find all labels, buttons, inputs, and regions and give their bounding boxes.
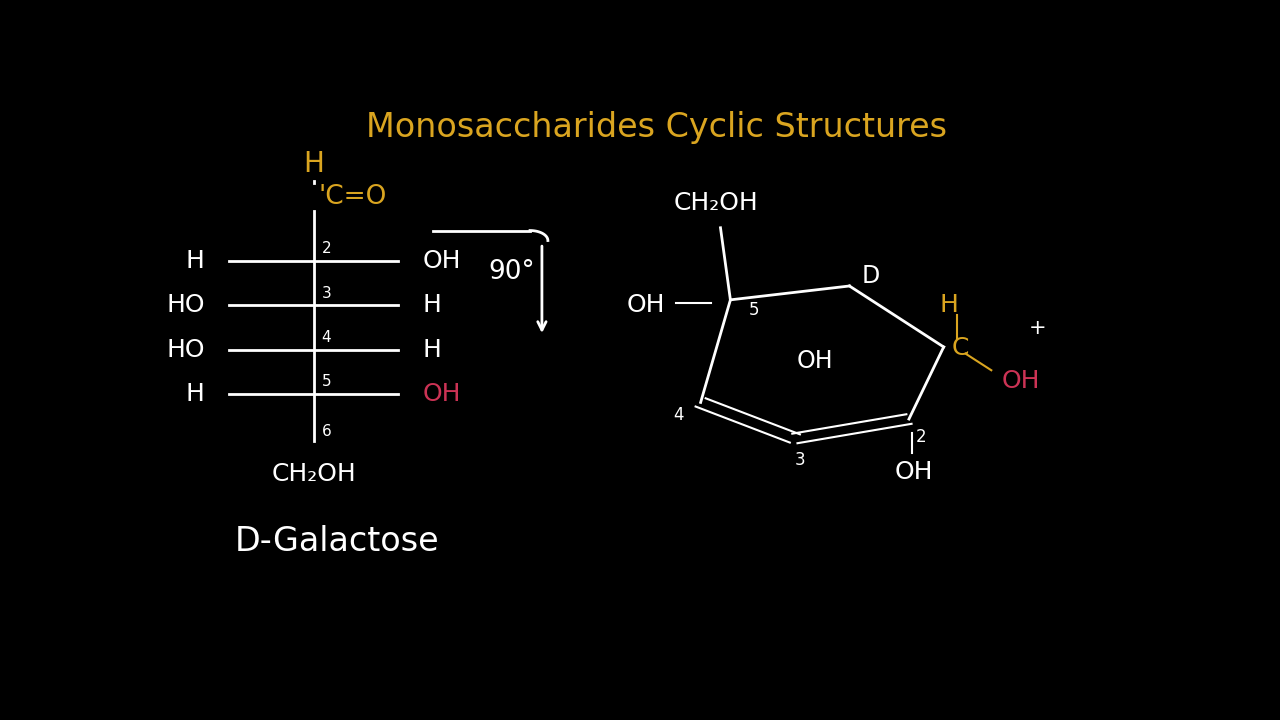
Text: 'C=O: 'C=O [319, 184, 387, 210]
Text: OH: OH [422, 382, 461, 406]
Text: 90°: 90° [489, 259, 535, 285]
Text: C: C [951, 336, 969, 360]
Text: OH: OH [895, 459, 933, 484]
Text: H: H [422, 293, 442, 318]
Text: 4: 4 [673, 405, 684, 423]
Text: Monosaccharides Cyclic Structures: Monosaccharides Cyclic Structures [366, 112, 946, 145]
Text: H: H [186, 382, 205, 406]
Text: 4: 4 [321, 330, 332, 345]
Text: 3: 3 [321, 286, 332, 301]
Text: CH₂OH: CH₂OH [271, 462, 356, 487]
Text: 3: 3 [795, 451, 805, 469]
Text: H: H [422, 338, 442, 361]
Text: OH: OH [1001, 369, 1039, 393]
Text: 5: 5 [321, 374, 332, 390]
Text: OH: OH [422, 249, 461, 273]
Text: HO: HO [166, 293, 205, 318]
Text: 5: 5 [749, 301, 759, 319]
Text: H: H [186, 249, 205, 273]
Text: 6: 6 [321, 424, 332, 438]
Text: +: + [1029, 318, 1047, 338]
Text: D-Galactose: D-Galactose [234, 524, 439, 557]
Text: CH₂OH: CH₂OH [673, 191, 758, 215]
Text: 2: 2 [915, 428, 927, 446]
Text: 2: 2 [321, 241, 332, 256]
Text: H: H [940, 293, 957, 318]
Text: HO: HO [166, 338, 205, 361]
Text: D: D [861, 264, 879, 288]
Text: H: H [303, 150, 324, 178]
Text: OH: OH [627, 293, 666, 318]
Text: OH: OH [796, 348, 833, 373]
